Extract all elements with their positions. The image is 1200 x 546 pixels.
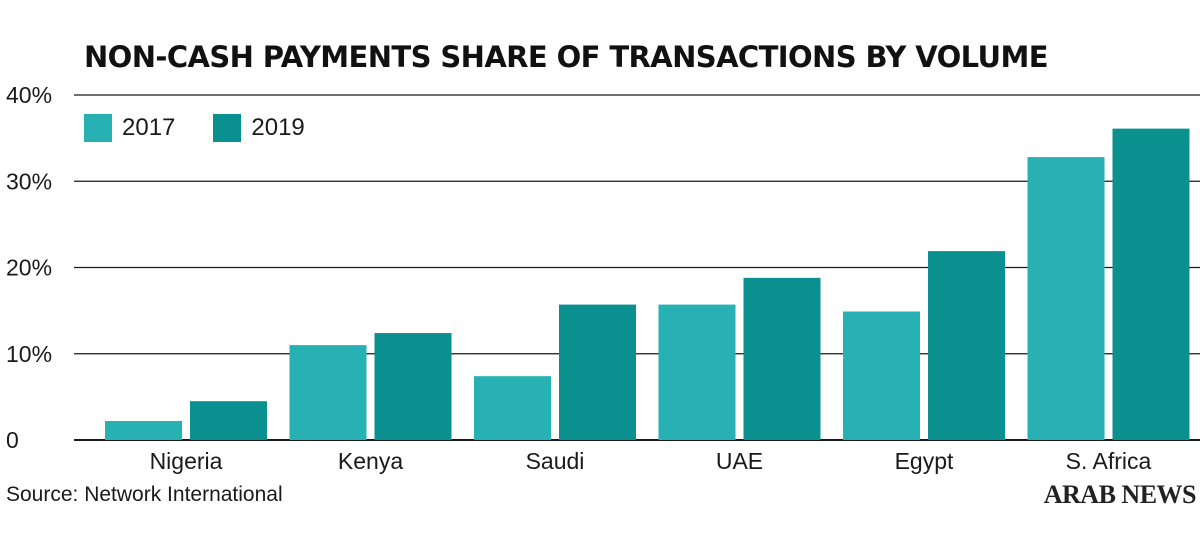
bar-nigeria-2019 [190,401,267,440]
bar-uae-2017 [658,304,736,440]
y-tick-label: 20% [6,255,52,281]
bar-egypt-2017 [843,311,920,440]
x-tick-label: Saudi [526,448,585,474]
y-tick-label: 0 [6,427,19,453]
chart-title: NON-CASH PAYMENTS SHARE OF TRANSACTIONS … [84,40,1049,74]
legend-label-2019: 2019 [251,114,305,141]
bar-egypt-2019 [928,251,1005,440]
y-tick-label: 10% [6,341,52,367]
legend: 2017 2019 [84,114,305,142]
bar-kenya-2019 [374,333,452,440]
bar-s-africa-2019 [1112,128,1190,440]
x-tick-label: Nigeria [150,448,223,474]
bar-saudi-2019 [559,304,636,440]
legend-item-2017: 2017 [84,114,175,142]
source-note: Source: Network International [6,483,283,506]
bar-kenya-2017 [289,345,367,440]
bar-s-africa-2017 [1027,157,1105,440]
y-tick-label: 40% [6,82,52,108]
legend-label-2017: 2017 [122,114,176,141]
y-tick-label: 30% [6,168,52,194]
y-axis-tick-labels: 0 10% 20% 30% 40% [6,82,52,453]
bar-nigeria-2017 [105,421,182,440]
bar-uae-2019 [743,277,821,440]
bars [105,128,1190,440]
bar-saudi-2017 [474,376,551,440]
legend-item-2019: 2019 [213,114,305,142]
x-axis-tick-labels: Nigeria Kenya Saudi UAE Egypt S. Africa [150,448,1152,474]
x-tick-label: Egypt [895,448,954,474]
legend-swatch-2019 [213,114,242,142]
x-tick-label: UAE [716,448,763,474]
legend-swatch-2017 [84,114,112,142]
arab-news-logo: ARAB NEWS [1043,480,1197,509]
x-tick-label: Kenya [338,448,403,474]
x-tick-label: S. Africa [1066,448,1152,474]
